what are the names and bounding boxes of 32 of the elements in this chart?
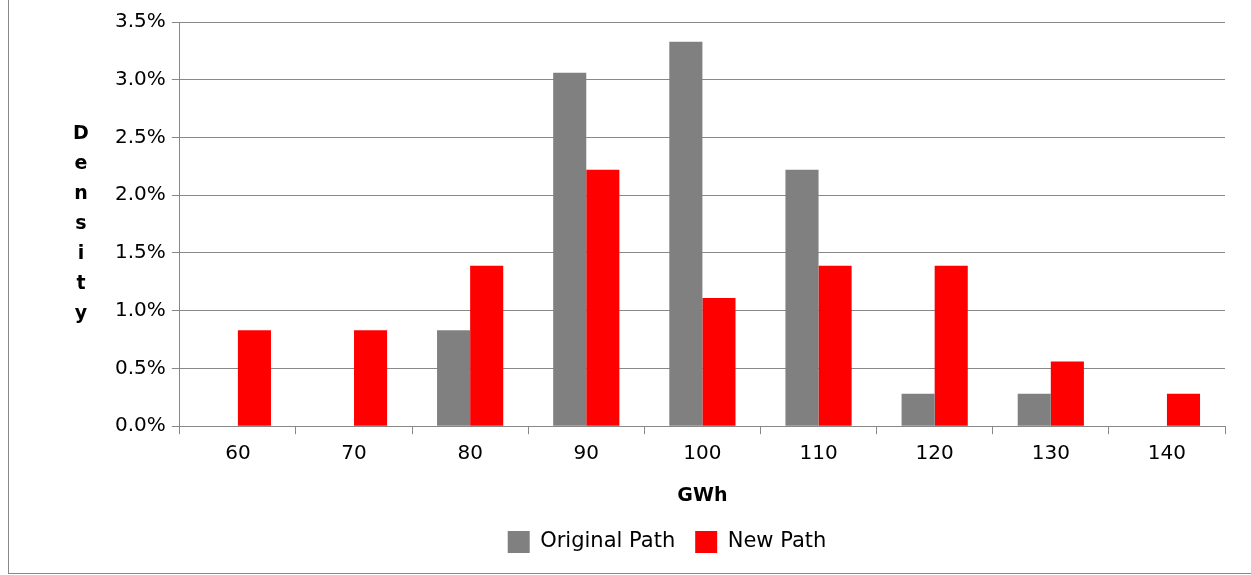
y-tick-label: 2.0% [115, 181, 166, 206]
x-tick-label: 90 [573, 440, 599, 465]
legend-label: New Path [727, 528, 827, 553]
bar [354, 330, 388, 426]
bar [702, 298, 736, 426]
bar [818, 265, 852, 426]
x-tick-label: 110 [799, 440, 838, 465]
x-tick-label: 120 [915, 440, 954, 465]
bar [237, 330, 271, 426]
bar [1050, 361, 1084, 426]
x-axis-title: GWh [677, 482, 728, 505]
y-tick-label: 0.0% [115, 412, 166, 437]
bar [1017, 393, 1051, 426]
x-tick-label: 80 [457, 440, 483, 465]
bar [1166, 393, 1201, 426]
y-tick-label: 1.5% [115, 239, 166, 264]
x-tick-label: 140 [1147, 440, 1187, 465]
y-tick-label: 3.0% [115, 65, 166, 90]
y-tick-label: 2.5% [115, 123, 166, 148]
y-axis-title: Density [73, 121, 89, 324]
bar [586, 169, 620, 426]
y-tick-label: 3.5% [115, 8, 166, 33]
x-tick-label: 70 [341, 440, 367, 465]
bar [470, 265, 504, 426]
x-tick-label: 100 [683, 440, 722, 465]
bar [901, 393, 935, 426]
x-tick-label: 60 [225, 440, 251, 465]
x-tick-label: 130 [1031, 440, 1070, 465]
legend-label: Original Path [540, 528, 676, 553]
bar [934, 265, 968, 426]
y-tick-label: 0.5% [115, 354, 166, 379]
y-tick-label: 1.0% [115, 296, 166, 321]
